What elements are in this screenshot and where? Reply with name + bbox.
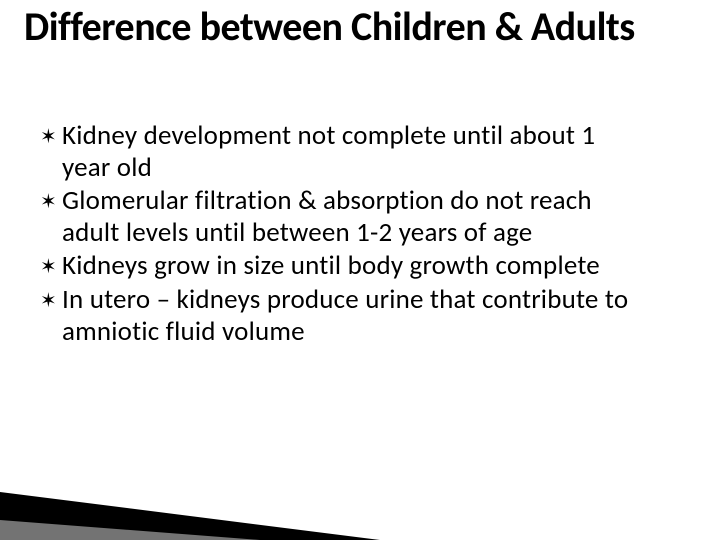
list-item: ✶ In utero – kidneys produce urine that … bbox=[40, 284, 640, 349]
list-item: ✶ Kidney development not complete until … bbox=[40, 120, 640, 185]
slide: Difference between Children & Adults ✶ K… bbox=[0, 0, 720, 540]
bullet-icon: ✶ bbox=[40, 185, 62, 219]
bullet-text: Kidney development not complete until ab… bbox=[62, 120, 640, 185]
list-item: ✶ Glomerular filtration & absorption do … bbox=[40, 185, 640, 250]
list-item: ✶ Kidneys grow in size until body growth… bbox=[40, 250, 640, 284]
bullet-text: In utero – kidneys produce urine that co… bbox=[62, 284, 640, 349]
slide-title: Difference between Children & Adults bbox=[24, 6, 704, 48]
accent-wedge-light-icon bbox=[0, 520, 260, 540]
bullet-icon: ✶ bbox=[40, 120, 62, 154]
bullet-text: Glomerular filtration & absorption do no… bbox=[62, 185, 640, 250]
bullet-list: ✶ Kidney development not complete until … bbox=[40, 120, 640, 348]
bullet-icon: ✶ bbox=[40, 250, 62, 284]
bullet-icon: ✶ bbox=[40, 284, 62, 318]
bullet-text: Kidneys grow in size until body growth c… bbox=[62, 250, 640, 282]
